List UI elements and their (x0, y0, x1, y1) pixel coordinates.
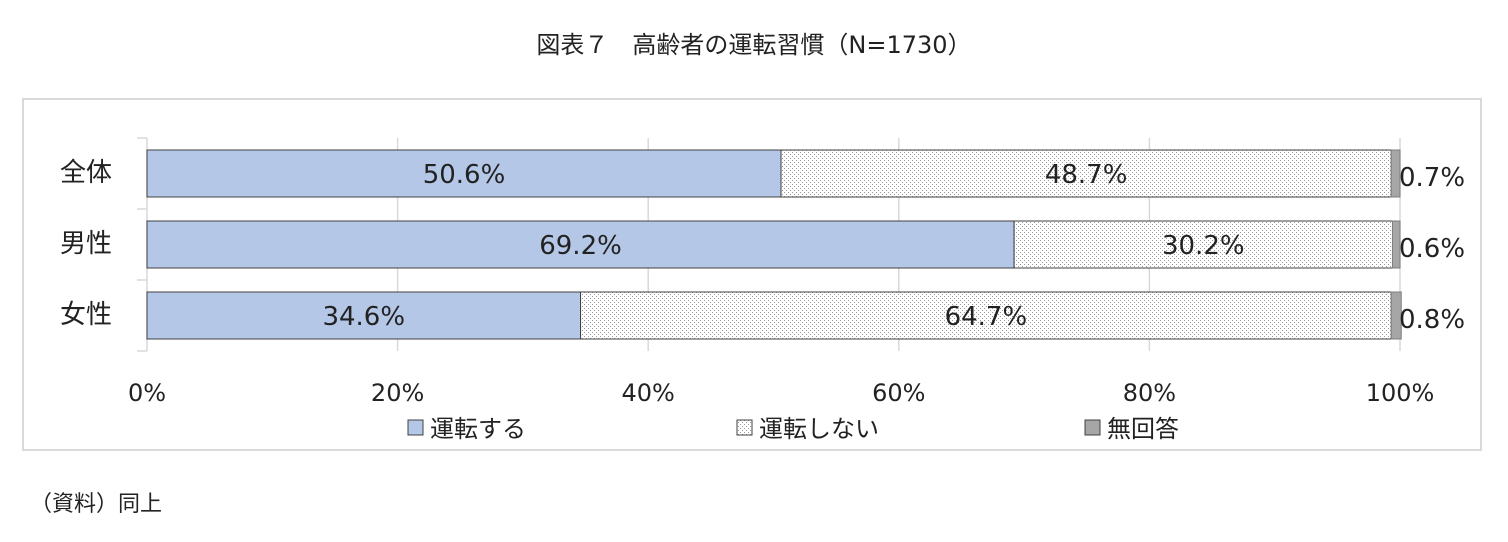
chart-frame (22, 98, 1482, 451)
data-label: 64.7% (945, 302, 1028, 332)
bar-segment (1391, 220, 1401, 269)
x-tick-label: 100% (1366, 379, 1435, 407)
y-tick-label: 全体 (60, 158, 112, 188)
bar-segment (1390, 149, 1401, 198)
category-axis (137, 137, 148, 352)
legend-label: 無回答 (1107, 415, 1179, 443)
bar-segment (146, 149, 782, 198)
chart-title: 図表７ 高齢者の運転習慣（N=1730） (536, 31, 971, 59)
data-label: 50.6% (423, 160, 506, 190)
legend-swatch (736, 419, 753, 436)
legend-swatch (407, 419, 424, 436)
data-label: 0.8% (1399, 305, 1465, 335)
bar-segment (580, 291, 1392, 340)
bar-segment (146, 220, 1015, 269)
data-label: 48.7% (1045, 160, 1128, 190)
y-tick-label: 女性 (60, 300, 112, 330)
x-tick-label: 60% (872, 379, 925, 407)
bar-segment (1390, 291, 1402, 340)
legend-label: 運転する (430, 415, 526, 443)
bar-segment (146, 291, 582, 340)
data-label: 34.6% (322, 302, 405, 332)
data-label: 69.2% (539, 231, 622, 261)
data-label: 30.2% (1162, 231, 1245, 261)
bar-segment (1013, 220, 1393, 269)
x-tick-label: 20% (371, 379, 424, 407)
source-note: （資料）同上 (30, 492, 162, 517)
bar-segment (780, 149, 1392, 198)
y-tick-label: 男性 (60, 229, 112, 259)
x-tick-label: 80% (1123, 379, 1176, 407)
x-tick-label: 40% (622, 379, 675, 407)
legend-label: 運転しない (759, 415, 879, 443)
legend-swatch (1084, 419, 1101, 436)
data-label: 0.6% (1399, 234, 1465, 264)
x-tick-label: 0% (128, 379, 166, 407)
data-label: 0.7% (1399, 163, 1465, 193)
